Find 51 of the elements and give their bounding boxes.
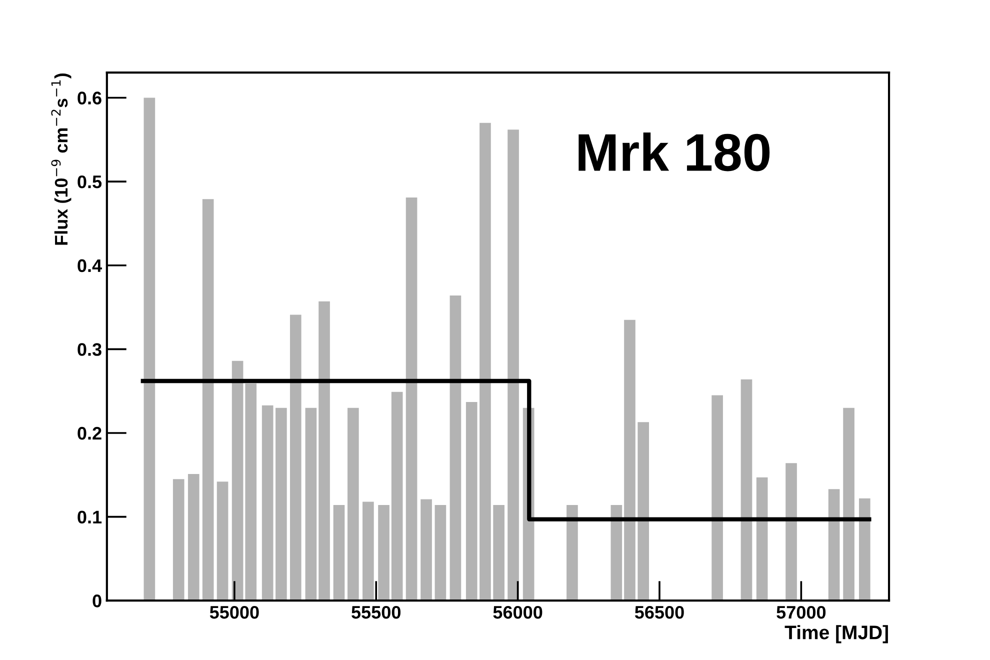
bar: [262, 405, 274, 601]
x-tick-label: 55500: [352, 606, 400, 619]
y-tick-label: 0.6: [78, 92, 102, 104]
bar: [610, 505, 622, 601]
bar: [638, 422, 649, 601]
bar: [362, 502, 374, 601]
x-tick-label: 56500: [634, 606, 684, 619]
y-tick-label: 0.4: [78, 259, 102, 272]
bar: [740, 379, 752, 601]
y-tick-label: 0.3: [78, 343, 102, 356]
annotation: Mrk 180: [578, 132, 770, 172]
x-tick-label: 56000: [493, 606, 542, 619]
bar: [216, 482, 228, 601]
bar: [406, 197, 418, 601]
bar: [480, 122, 491, 601]
bar: [305, 408, 317, 601]
bar: [172, 479, 184, 601]
bar: [450, 296, 462, 601]
bar: [333, 505, 345, 601]
bar: [391, 392, 403, 601]
y-axis-title: Flux (10$^{−9}$ cm$^{−2}$s$^{−1}$): [51, 74, 72, 245]
y-tick-label: 0.1: [78, 510, 102, 524]
bar: [434, 505, 446, 601]
bar: [318, 301, 330, 601]
y-tick-label: 0.5: [78, 175, 102, 188]
bar: [232, 360, 244, 601]
bar: [188, 474, 200, 601]
bar: [466, 402, 478, 601]
x-tick-label: 55000: [210, 606, 259, 619]
bar: [493, 505, 504, 601]
bar: [378, 505, 390, 601]
bar: [566, 505, 578, 601]
bar: [276, 408, 287, 601]
bar: [624, 320, 636, 601]
bar: [712, 395, 723, 601]
x-axis-title: Time [MJD]: [784, 625, 888, 644]
bar: [348, 408, 359, 601]
bar: [245, 384, 257, 601]
bar: [144, 98, 156, 601]
bar: [420, 499, 432, 601]
bar: [508, 130, 519, 601]
bar: [843, 408, 854, 601]
y-tick-label: 0: [92, 594, 102, 608]
bar: [756, 477, 768, 601]
bar: [202, 199, 214, 601]
y-tick-label: 0.2: [78, 426, 102, 440]
bar: [828, 489, 840, 601]
x-tick-label: 57000: [776, 606, 826, 619]
bar: [786, 463, 797, 601]
bar: [858, 498, 870, 601]
bar: [290, 314, 302, 601]
